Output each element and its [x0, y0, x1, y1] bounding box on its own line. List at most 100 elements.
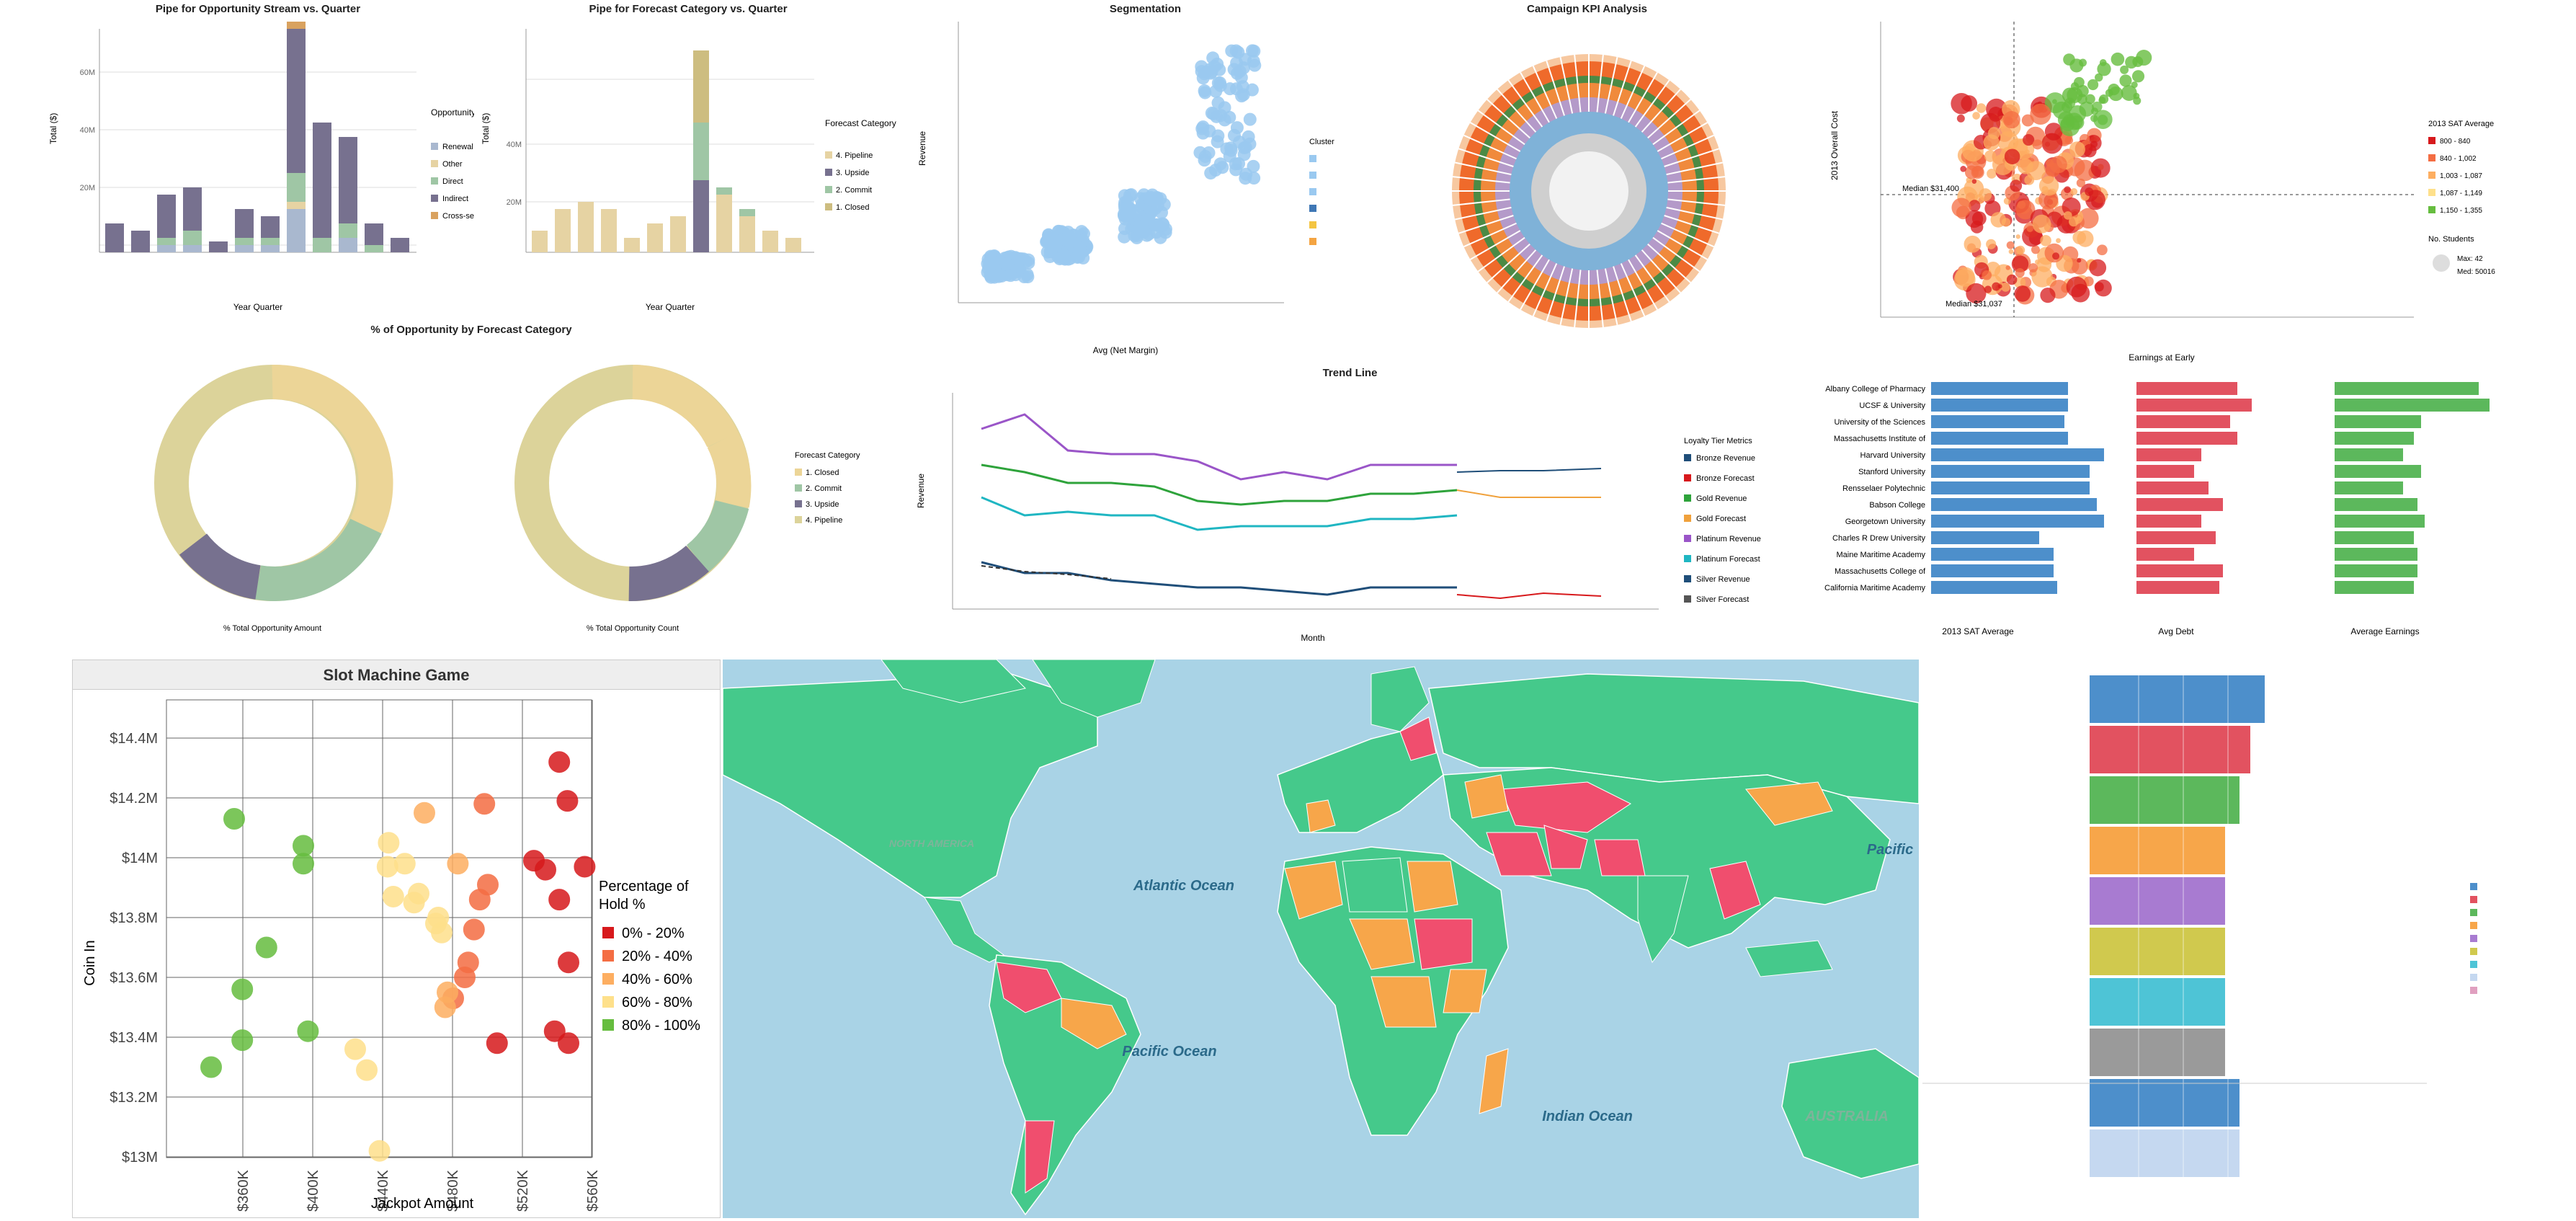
- data-point: [1951, 197, 1971, 218]
- donut-count: [514, 365, 752, 601]
- sunburst-divider: [1664, 148, 1720, 167]
- data-point: [1155, 205, 1169, 219]
- data-point: [1203, 63, 1217, 76]
- data-point: [1239, 53, 1252, 66]
- data-point: [2085, 187, 2094, 197]
- panel-title: Pipe for Opportunity Stream vs. Quarter: [155, 3, 361, 15]
- legend-label: Silver Revenue: [1696, 575, 1750, 584]
- bar-segment: [785, 238, 801, 252]
- sunburst-divider: [1604, 268, 1618, 326]
- sat-bar: [1931, 581, 2057, 594]
- slot-title-bar: Slot Machine Game: [73, 660, 720, 690]
- data-point: [2133, 97, 2142, 105]
- legend-swatch: [795, 469, 802, 476]
- data-point: [2098, 97, 2106, 105]
- bar-segment: [261, 238, 280, 245]
- bar-segment: [739, 216, 755, 252]
- legend-title-2: Hold %: [599, 897, 646, 913]
- bar-segment: [693, 50, 709, 123]
- y-tick: $13.2M: [110, 1090, 158, 1106]
- stacked-bar: [2090, 928, 2225, 975]
- data-point: [2131, 81, 2138, 89]
- legend-swatch: [2470, 987, 2477, 994]
- data-point: [2064, 186, 2071, 193]
- x-tick: $560K: [585, 1170, 601, 1212]
- school-label: University of the Sciences: [1834, 418, 1925, 427]
- data-point: [1216, 161, 1229, 174]
- caption-left: % Total Opportunity Amount: [223, 624, 321, 633]
- data-point: [2010, 179, 2023, 192]
- ylabel: Total ($): [48, 113, 58, 144]
- y-tick: $13.8M: [110, 910, 158, 926]
- data-point: [2069, 216, 2079, 227]
- bar-segment: [157, 245, 176, 252]
- ocean-label-pacific: Pacific Ocean: [1122, 1044, 1216, 1060]
- sunburst-divider: [1452, 198, 1510, 206]
- legend-swatch: [431, 177, 438, 185]
- y-tick: $13.6M: [110, 970, 158, 986]
- data-point: [2015, 234, 2020, 239]
- data-point: [2008, 249, 2014, 254]
- caption-right: % Total Opportunity Count: [587, 624, 679, 633]
- bar-segment: [157, 195, 176, 238]
- earnings-bar: [2335, 465, 2421, 478]
- data-point: [1970, 221, 1984, 234]
- y-tick: $13M: [122, 1150, 158, 1166]
- stacked-bar: [2090, 675, 2265, 723]
- ylabel: Total ($): [481, 113, 491, 144]
- x-tick: $360K: [236, 1170, 251, 1212]
- bar-segment: [235, 245, 254, 252]
- data-point: [2032, 139, 2043, 150]
- pipe-forecast-chart: 40M 20M Total ($) Year Quarter Forecast C…: [481, 29, 896, 312]
- xlabel: Earnings at Early: [2129, 352, 2194, 363]
- legend-swatch: [795, 516, 802, 523]
- data-point: [1243, 137, 1257, 151]
- debt-bar: [2136, 415, 2230, 428]
- y-tick: $14.4M: [110, 731, 158, 747]
- sunburst-divider: [1469, 122, 1521, 152]
- ylabel: Revenue: [917, 131, 927, 166]
- legend-label: 0% - 20%: [622, 925, 685, 941]
- legend-label: 3. Upside: [806, 500, 839, 509]
- data-point: [1145, 205, 1159, 218]
- data-point: [1243, 112, 1257, 126]
- data-point: [1237, 148, 1251, 161]
- data-point: [1971, 166, 1984, 177]
- sunburst-divider: [1520, 259, 1550, 311]
- data-point: [2028, 263, 2038, 272]
- sunburst-divider: [1620, 263, 1646, 316]
- sat-chart: Median $31,400 Median $31,037 Earnings a…: [1824, 22, 2495, 636]
- size-title: No. Students: [2428, 235, 2474, 244]
- sunburst-divider: [1454, 161, 1512, 176]
- data-point: [2006, 241, 2015, 249]
- data-point: [2006, 274, 2018, 285]
- bar-segment: [313, 238, 331, 252]
- data-point: [414, 802, 435, 824]
- sunburst-divider: [1487, 243, 1530, 283]
- data-point: [486, 1032, 508, 1054]
- svg-text:20M: 20M: [507, 198, 522, 207]
- xlabel: Year Quarter: [646, 302, 695, 312]
- earnings-bar: [2335, 399, 2490, 412]
- sat-bar: [1931, 548, 2054, 561]
- sunburst-divider: [1458, 215, 1514, 234]
- data-point: [1976, 103, 1987, 113]
- legend-swatch: [2470, 909, 2477, 916]
- legend-swatch: [825, 151, 832, 159]
- data-point: [2119, 74, 2132, 87]
- data-point: [2094, 282, 2104, 292]
- data-point: [2069, 141, 2085, 158]
- data-point: [1204, 166, 1218, 180]
- sunburst-divider: [1613, 60, 1632, 116]
- x-tick: $400K: [306, 1170, 321, 1212]
- pipe-stream-panel: Pipe for Opportunity Stream vs. Quarter …: [42, 0, 474, 317]
- pipe-forecast-panel: Pipe for Forecast Category vs. Quarter 4…: [476, 0, 901, 317]
- sunburst-divider: [1634, 254, 1670, 303]
- panel-title: Segmentation: [1109, 3, 1182, 15]
- data-point: [231, 1029, 254, 1052]
- ylabel: Revenue: [916, 474, 926, 508]
- data-point: [1956, 114, 1965, 123]
- sunburst-divider: [1657, 122, 1708, 152]
- bar-segment: [131, 231, 150, 252]
- data-point: [223, 808, 245, 830]
